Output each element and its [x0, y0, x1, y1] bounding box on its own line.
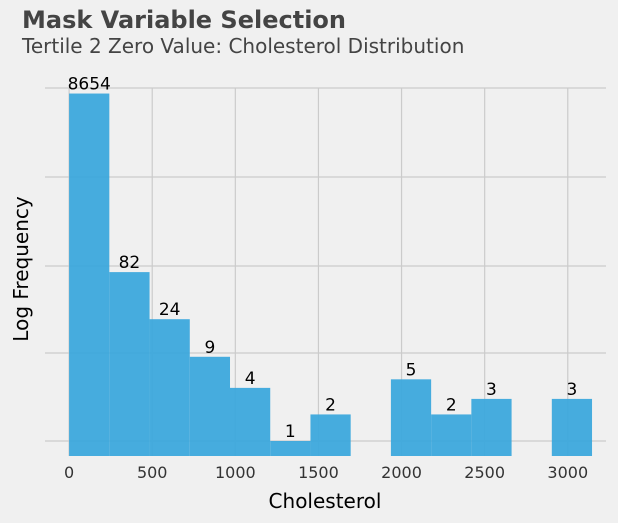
- histogram-bar: [109, 272, 150, 456]
- bar-value-label: 4: [245, 369, 256, 389]
- x-tick-label: 3000: [547, 463, 588, 482]
- bar-value-label: 82: [119, 253, 141, 273]
- x-axis-label: Cholesterol: [269, 489, 382, 513]
- bar-value-label: 5: [406, 360, 417, 380]
- bar-value-label: 24: [159, 300, 181, 320]
- bar-value-label: 2: [325, 395, 336, 415]
- histogram-bar: [551, 398, 593, 456]
- histogram-bar: [149, 319, 190, 456]
- x-tick-label: 2000: [381, 463, 422, 482]
- bar-value-label: 9: [204, 338, 215, 358]
- bar-value-label: 2: [446, 395, 457, 415]
- bar-value-label: 1: [285, 422, 296, 442]
- x-tick-label: 0: [64, 463, 74, 482]
- x-tick-label: 1500: [298, 463, 339, 482]
- histogram-bar: [310, 414, 351, 456]
- histogram-bar: [390, 379, 432, 456]
- x-tick-label: 1000: [215, 463, 256, 482]
- bar-value-label: 3: [567, 380, 578, 400]
- histogram-bar: [189, 356, 231, 456]
- x-axis-ticks: 0 500 1000 1500 2000 2500 3000: [64, 463, 588, 482]
- chart-title: Mask Variable Selection: [22, 6, 346, 34]
- y-axis-label: Log Frequency: [9, 196, 33, 342]
- x-tick-label: 2500: [464, 463, 505, 482]
- histogram-bar: [270, 441, 311, 456]
- bar-value-label: 8654: [68, 75, 111, 95]
- bar-value-label: 3: [486, 380, 497, 400]
- histogram-bar: [471, 398, 512, 456]
- histogram-bar: [431, 414, 472, 456]
- histogram-bar: [69, 93, 110, 456]
- chart-subtitle: Tertile 2 Zero Value: Cholesterol Distri…: [22, 34, 465, 58]
- x-tick-label: 500: [137, 463, 168, 482]
- histogram-bar: [230, 387, 271, 456]
- histogram-bars: [69, 93, 593, 456]
- bar-value-labels: 8654 82 24 9 4 1 2 5 2 3 3: [68, 75, 578, 442]
